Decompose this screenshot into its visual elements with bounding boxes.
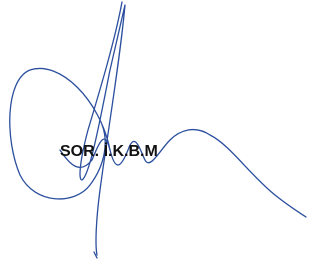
stamp-text: SOR. İ.K.B.M (60, 142, 158, 160)
page: SOR. İ.K.B.M (() => { const data = JSON.… (0, 0, 307, 270)
signature-image: SOR. İ.K.B.M (0, 0, 307, 270)
background (0, 0, 307, 270)
